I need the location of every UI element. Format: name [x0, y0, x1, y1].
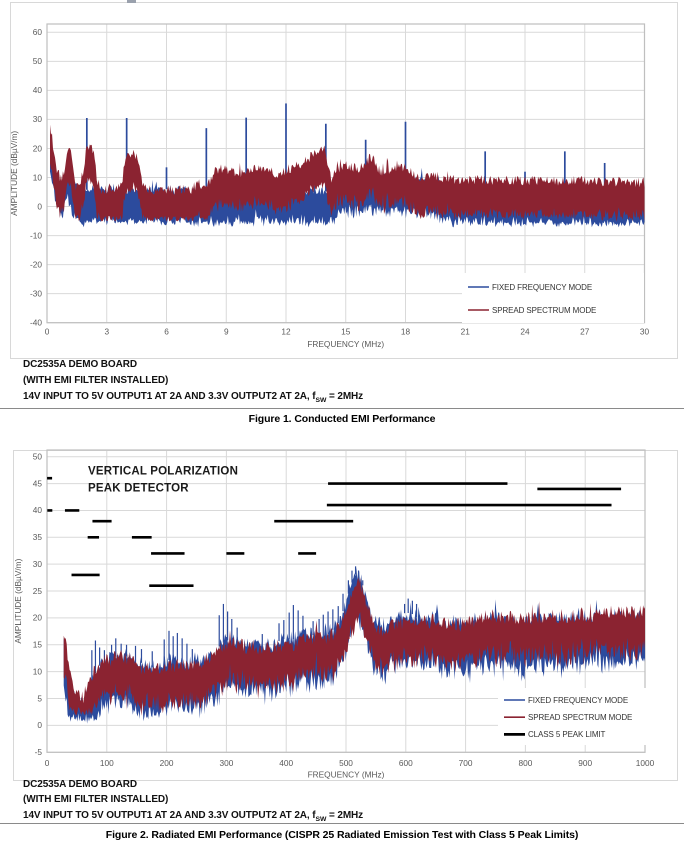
chart-text: FREQUENCY (MHz): [307, 339, 384, 349]
chart-text: -40: [30, 318, 42, 328]
chart-text: 10: [33, 666, 43, 676]
chart-text: 24: [520, 327, 530, 337]
chart-text: 10: [33, 172, 43, 182]
chart-text: VERTICAL POLARIZATION: [88, 466, 238, 478]
chart-text: AMPLITUDE (dBµV/m): [13, 558, 23, 643]
chart-text: 200: [160, 758, 174, 768]
figure1-divider-rule: [0, 408, 684, 409]
chart-text: 35: [33, 532, 43, 542]
chart-text: 900: [578, 758, 592, 768]
chart-text: 0: [37, 201, 42, 211]
chart-text: 3: [104, 327, 109, 337]
chart-text: -20: [30, 259, 42, 269]
chart-text: 21: [461, 327, 471, 337]
chart-text: 25: [33, 586, 43, 596]
chart-text: AMPLITUDE (dBµV/m): [9, 131, 19, 216]
chart-text: 0: [45, 758, 50, 768]
chart-text: FIXED FREQUENCY MODE: [528, 696, 628, 705]
chart-text: 18: [401, 327, 411, 337]
series-spread-spectrum-mode: [63, 577, 645, 716]
series-spread-spectrum-mode: [50, 124, 645, 222]
chart-text: 50: [33, 56, 43, 66]
chart-text: 600: [399, 758, 413, 768]
chart-text: -30: [30, 288, 42, 298]
chart-text: 60: [33, 27, 43, 37]
figure2-note-line2: (WITH EMI FILTER INSTALLED): [23, 794, 169, 806]
figure2-divider-rule: [0, 822, 684, 824]
chart-text: FIXED FREQUENCY MODE: [492, 283, 592, 292]
chart-text: CLASS 5 PEAK LIMIT: [528, 730, 606, 739]
figure1-note-line2: (WITH EMI FILTER INSTALLED): [23, 374, 169, 386]
chart-text: 700: [459, 758, 473, 768]
chart-text: 20: [33, 613, 43, 623]
chart-text: 0: [45, 327, 50, 337]
chart-text: FREQUENCY (MHz): [308, 770, 385, 780]
figure1-note-line1: DC2535A DEMO BOARD: [23, 359, 137, 370]
page-crop-artifact: [127, 0, 136, 3]
chart-text: 40: [33, 505, 43, 515]
chart-text: 27: [580, 327, 590, 337]
chart-text: 100: [100, 758, 114, 768]
chart-text: 300: [219, 758, 233, 768]
chart-text: 1000: [636, 758, 655, 768]
figure2-note-line3: 14V INPUT TO 5V OUTPUT1 AT 2A AND 3.3V O…: [23, 810, 364, 824]
chart-text: SPREAD SPECTRUM MODE: [492, 306, 596, 315]
chart-text: 40: [33, 85, 43, 95]
figure2-test-conditions: DC2535A DEMO BOARD (WITH EMI FILTER INST…: [23, 777, 363, 828]
chart-text: 800: [518, 758, 532, 768]
figure2-caption: Figure 2. Radiated EMI Performance (CISP…: [105, 828, 579, 841]
chart-text: PEAK DETECTOR: [88, 483, 189, 495]
plot-border: [46, 449, 646, 753]
chart-text: 500: [339, 758, 353, 768]
chart-text: 15: [33, 640, 43, 650]
chart-text: 6: [164, 327, 169, 337]
figure1-caption: Figure 1. Conducted EMI Performance: [248, 413, 436, 425]
chart-text: 20: [33, 143, 43, 153]
chart-text: 30: [640, 327, 650, 337]
chart-text: 5: [37, 693, 42, 703]
chart-text: 50: [33, 452, 43, 462]
chart-text: 0: [37, 720, 42, 730]
chart-text: 12: [281, 327, 291, 337]
figure2-note-line1: DC2535A DEMO BOARD: [23, 778, 137, 790]
figure1-note-line3: 14V INPUT TO 5V OUTPUT1 AT 2A AND 3.3V O…: [23, 390, 364, 404]
chart-frame: [10, 2, 678, 359]
chart-text: 45: [33, 478, 43, 488]
legend-box: [462, 273, 644, 323]
figure1-test-conditions: DC2535A DEMO BOARD (WITH EMI FILTER INST…: [23, 357, 363, 408]
chart-text: 400: [279, 758, 293, 768]
chart-text: 30: [33, 559, 43, 569]
chart-text: SPREAD SPECTRUM MODE: [528, 713, 632, 722]
chart-text: -5: [35, 747, 43, 757]
chart-text: 15: [341, 327, 351, 337]
chart-text: 9: [224, 327, 229, 337]
chart-text: 30: [33, 114, 43, 124]
plot-border: [46, 23, 646, 324]
chart-text: -10: [30, 230, 42, 240]
